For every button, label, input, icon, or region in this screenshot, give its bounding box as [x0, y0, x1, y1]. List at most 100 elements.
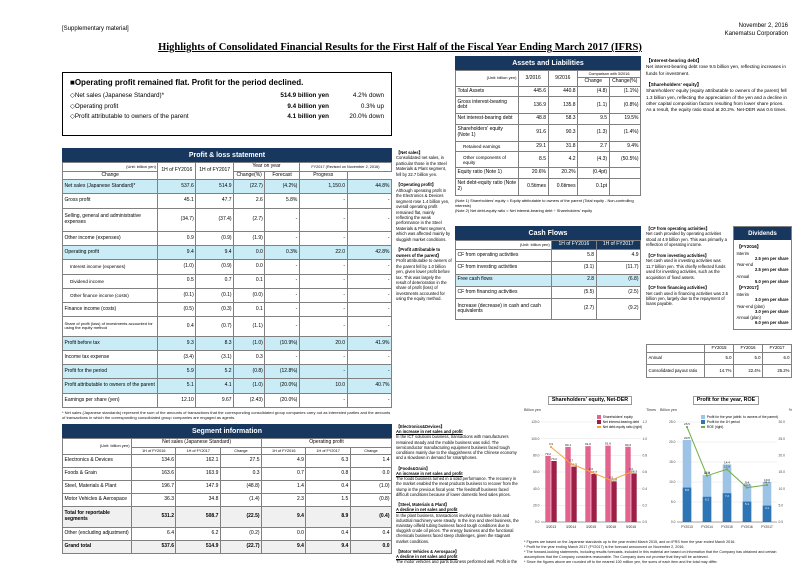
- cell: -: [298, 207, 348, 233]
- line-value-label: 10.3: [744, 483, 750, 487]
- chart-legend: Profit for the year (attrib. to owners o…: [701, 415, 778, 429]
- pl-footnote: * Net sales (Japanese standards) represe…: [62, 410, 391, 420]
- row-label: Shareholders' equity (Note 1): [455, 123, 519, 142]
- cell: 4.1: [195, 378, 235, 394]
- cell: 9.4%: [608, 140, 642, 153]
- summary-label: ◇Net sales (Japanese Standard)*: [70, 92, 165, 99]
- bar: [682, 440, 692, 522]
- line-marker: [705, 474, 709, 477]
- cell: -: [346, 301, 393, 318]
- cell: -: [346, 316, 393, 337]
- note-heading: 【Motor Vehicles & Aerospace】: [396, 548, 460, 554]
- cell: 2.3: [261, 492, 307, 507]
- assets-liabilities-block: Assets and Liabilities (Unit: billion ye…: [455, 56, 642, 214]
- report-date: November 2, 2016: [738, 23, 788, 29]
- dividend-group: 【FY2016】 Interim 2.5 yen per share Year-end…: [737, 244, 789, 284]
- summary-change: 0.3% up: [360, 102, 384, 110]
- cell: (1.4): [219, 492, 263, 507]
- cell: -: [298, 316, 348, 337]
- cell: (0.8%): [608, 96, 642, 115]
- cell: 6.2: [175, 527, 221, 541]
- note-body: Profit attributable to owners of the par…: [396, 258, 452, 302]
- cell: (3.1): [195, 350, 235, 366]
- note-status: A decline in net sales and profit: [396, 554, 458, 560]
- column-header: [646, 344, 705, 353]
- bar-value-label: 58.3: [631, 469, 637, 473]
- summary-label: ◇Profit attributable to owners of the pa…: [70, 113, 189, 120]
- x-tick-label: 3/2015: [586, 525, 596, 529]
- segment-information-block: Segment information (Unit: billion yen) N…: [61, 424, 393, 554]
- overlay-bar: [722, 493, 732, 522]
- cell: 14.7%: [704, 364, 734, 378]
- column-header: 1H of FY2017: [305, 446, 351, 455]
- right-tick-label: 5.0: [779, 504, 784, 508]
- table-row: Motor Vehicles & Aerospace 36.3 34.8 (1.4) 2…: [61, 492, 393, 507]
- line-value-label: 0.6: [629, 467, 634, 471]
- table-row: Gross interest-bearing debt 136.9 135.8 (1.…: [455, 96, 642, 115]
- cell: (0.0): [233, 287, 266, 303]
- cell: -: [346, 364, 393, 380]
- bar: [605, 445, 611, 522]
- line-marker: [609, 479, 613, 482]
- row-label: Net interest-bearing debt: [455, 113, 519, 125]
- cell: (1.1%): [608, 85, 642, 98]
- table-row: Profit attributable to owners of the par…: [61, 378, 393, 394]
- profit-roe-chart-title: Profit for the year, ROE: [692, 395, 760, 405]
- page-footnote: * The forward-looking statements, includ…: [524, 550, 777, 559]
- cell: -: [346, 350, 393, 366]
- cell: 9.67: [195, 392, 235, 409]
- right-tick-label: 0.2: [643, 504, 648, 508]
- overlay-value-label: 4.1: [765, 506, 769, 510]
- bar-value-label: 57.7: [591, 470, 597, 474]
- cell: 4.9: [261, 453, 307, 468]
- legend-bar-swatch: [597, 420, 602, 424]
- row-label: Gross profit: [61, 193, 159, 209]
- cell: -: [298, 193, 348, 209]
- assets-table-notes: (Note 1) Shareholders' equity = Equity a…: [455, 198, 641, 214]
- table-row: Earnings per share (yen) 12.10 9.67 (2.43)(…: [61, 392, 393, 409]
- column-header: 1H of FY2017: [595, 240, 642, 250]
- legend-bar-swatch: [701, 415, 706, 419]
- left-tick-label: 0.0: [535, 520, 540, 524]
- note-status: An increase in net sales and profit: [396, 470, 463, 476]
- line-marker: [629, 470, 633, 474]
- cell: 22.4%: [733, 364, 763, 378]
- cell: 0.4: [305, 479, 351, 494]
- dividend-value: 2.5 yen per share: [755, 255, 789, 261]
- line-marker: [725, 468, 729, 471]
- cell: (37.4): [195, 207, 235, 233]
- note-status: A decline in net sales and profit: [396, 507, 458, 513]
- dividends-block: Dividends 【FY2016】 Interim 2.5 yen per sha…: [733, 226, 792, 330]
- right-tick-label: 0.8: [643, 454, 648, 458]
- cell: 0.7: [195, 273, 235, 289]
- table-row: Selling, general and administrative expe…: [61, 207, 393, 233]
- cell: 2.7: [577, 140, 610, 153]
- cell: 9.4: [157, 245, 197, 261]
- cell: 29.1: [517, 140, 549, 153]
- cell: (22.7): [233, 179, 266, 195]
- overlay-bar: [742, 501, 752, 522]
- column-header: (Unit: billion yen): [61, 162, 159, 172]
- pl-table-mount: (Unit: billion yen) 1H of FY2016 1H of FY2…: [61, 161, 393, 409]
- cell: 537.6: [131, 540, 177, 554]
- column-header: Year on year: [233, 162, 300, 172]
- cell: 45.1: [157, 193, 197, 209]
- table-row: Shareholders' equity (Note 1) 91.6 90.3 (1.…: [455, 123, 642, 142]
- note-heading: 【CF from operating activities】: [646, 226, 710, 231]
- row-label: Share of profit (loss) of investments ac…: [61, 316, 159, 337]
- cell: (20.0%): [264, 378, 300, 394]
- cell: 9.4: [305, 540, 351, 554]
- cell: -: [346, 193, 393, 209]
- bar: [585, 446, 591, 522]
- chart-body: Profit for the year (attrib. to owners o…: [660, 413, 792, 538]
- cell: (0.7): [195, 316, 235, 337]
- column-header: Change(%): [608, 77, 642, 87]
- cell: (1.3): [577, 123, 610, 142]
- row-label: Selling, general and administrative expe…: [61, 207, 159, 233]
- cell: 9.4: [195, 245, 235, 261]
- cell: 9.5: [577, 113, 610, 125]
- dividend-value: 2.5 yen per share: [755, 267, 789, 272]
- cell: 6.0: [762, 351, 792, 366]
- bar-value-label: 10.0: [764, 478, 770, 482]
- cell: 0.1: [233, 301, 266, 318]
